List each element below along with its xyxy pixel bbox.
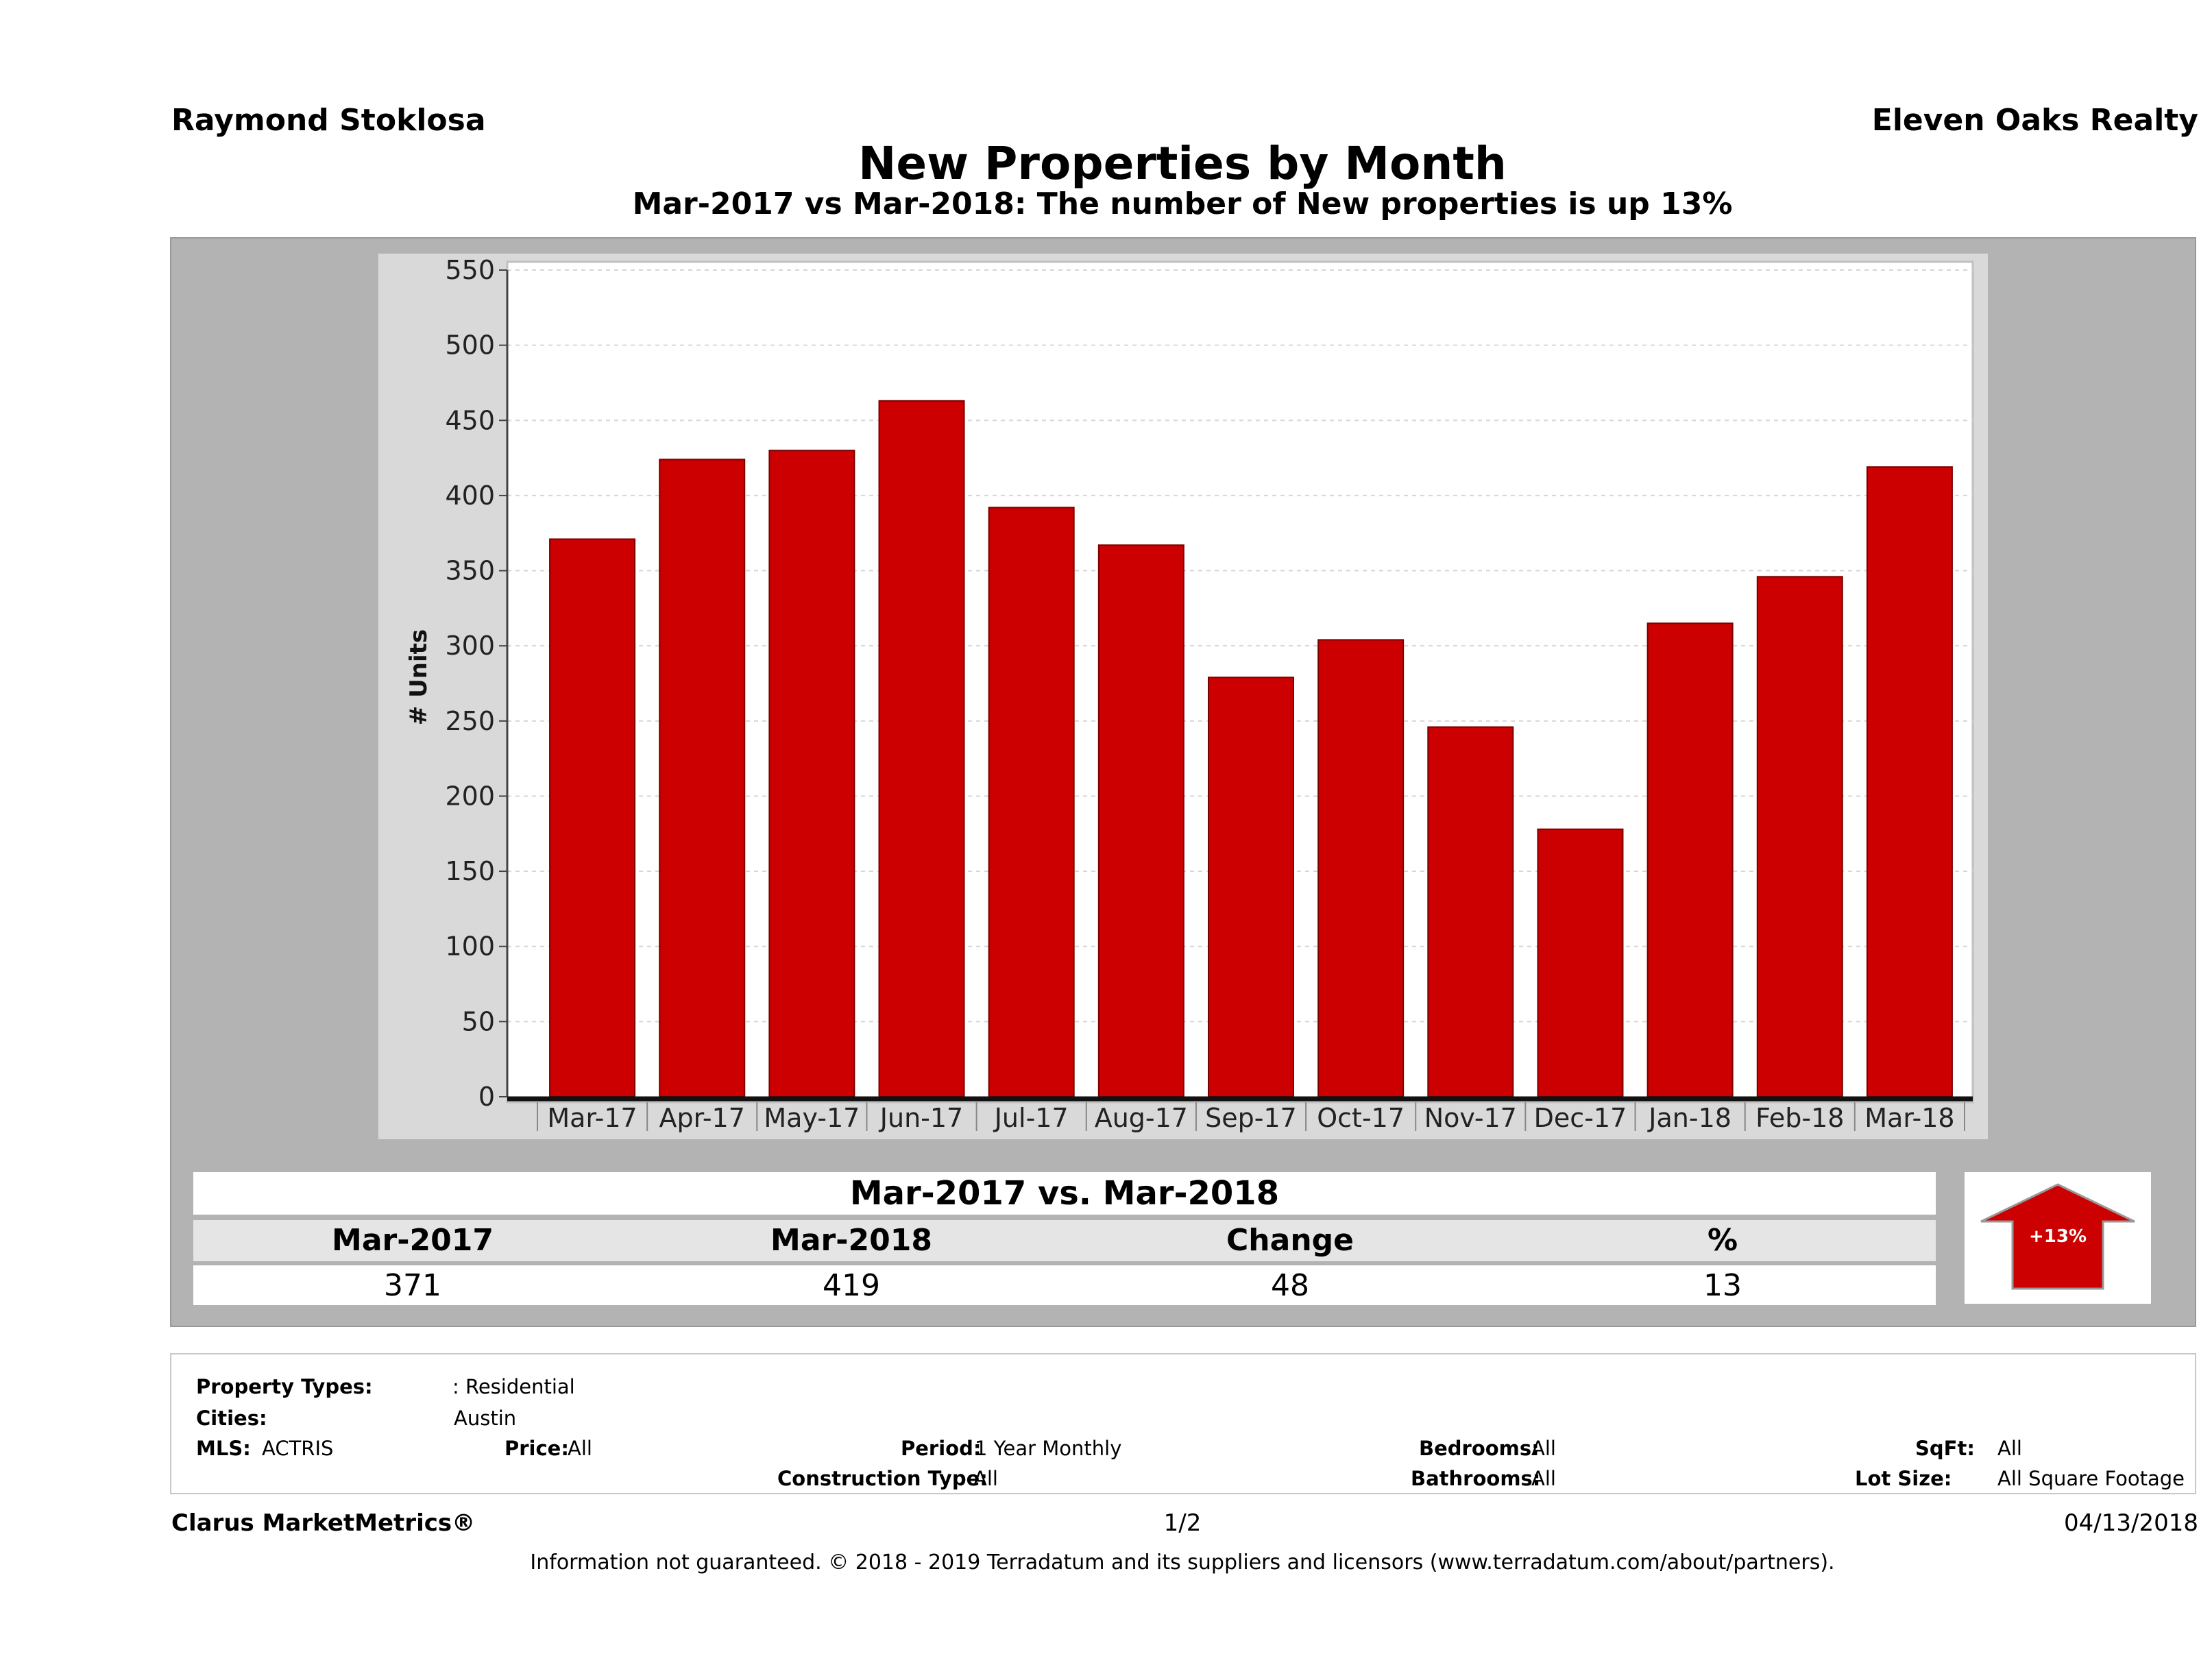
filter-price-label: Price: — [505, 1437, 569, 1460]
filter-property-types-label: Property Types: — [196, 1375, 373, 1398]
filter-period-label: Period: — [901, 1437, 982, 1460]
summary-value-percent: 13 — [1703, 1268, 1742, 1303]
x-tick-labels: Mar-17 Apr-17 May-17 Jun-17 Jul-17 Aug-17 Sep-… — [547, 1103, 1954, 1133]
filter-construction-value: All — [973, 1467, 998, 1490]
filter-sqft-label: SqFt: — [1915, 1437, 1975, 1460]
x-tick-label: Jan-18 — [1647, 1103, 1731, 1133]
filter-bedrooms-label: Bedrooms: — [1419, 1437, 1540, 1460]
page-title: New Properties by Month — [858, 137, 1507, 190]
filter-cities-value: Austin — [454, 1407, 517, 1430]
bar — [878, 400, 965, 1097]
filter-property-types-value: : Residential — [452, 1375, 575, 1398]
bar — [1756, 576, 1843, 1098]
y-tick-label: 400 — [445, 481, 495, 511]
filter-period-value: 1 Year Monthly — [975, 1437, 1122, 1460]
filter-lot-size-label: Lot Size: — [1855, 1467, 1952, 1490]
x-tick-label: Aug-17 — [1095, 1103, 1188, 1133]
y-axis-label: # Units — [405, 629, 433, 725]
summary-header-row: Mar-2017 Mar-2018 Change % — [193, 1220, 1936, 1261]
x-tick-label: Nov-17 — [1424, 1103, 1517, 1133]
summary-value-previous: 371 — [384, 1268, 441, 1303]
filter-cities-label: Cities: — [196, 1407, 267, 1430]
y-tick-label: 100 — [445, 932, 495, 962]
bar-chart: 0 50 100 150 200 250 300 350 400 450 500 550 Mar-17… — [378, 254, 1988, 1139]
x-tick-label: Jun-17 — [879, 1103, 963, 1133]
filter-lot-size-value: All Square Footage — [1997, 1467, 2185, 1490]
x-tick-label: Feb-18 — [1755, 1103, 1844, 1133]
summary-heading: Mar-2017 vs. Mar-2018 — [193, 1172, 1936, 1215]
bar — [768, 450, 855, 1097]
bar — [1427, 726, 1514, 1097]
page-subtitle: Mar-2017 vs Mar-2018: The number of New … — [632, 186, 1733, 221]
agent-name: Raymond Stoklosa — [171, 103, 486, 138]
change-badge-label: +13% — [2029, 1226, 2087, 1247]
summary-value-row: 371 419 48 13 — [193, 1265, 1936, 1305]
x-tick-label: Mar-17 — [547, 1103, 637, 1133]
footer-page-number: 1/2 — [1163, 1509, 1202, 1537]
filter-bedrooms-value: All — [1531, 1437, 1556, 1460]
summary-col-percent: % — [1707, 1223, 1738, 1258]
summary-value-current: 419 — [823, 1268, 880, 1303]
filter-bathrooms-label: Bathrooms: — [1411, 1467, 1541, 1490]
x-tick-label: Dec-17 — [1534, 1103, 1627, 1133]
summary-value-change: 48 — [1271, 1268, 1309, 1303]
x-tick-label: Apr-17 — [659, 1103, 745, 1133]
filter-price-value: All — [568, 1437, 592, 1460]
chart-panel: 0 50 100 150 200 250 300 350 400 450 500 550 Mar-17… — [170, 237, 2196, 1327]
report-filters: Property Types: : Residential Cities: Au… — [170, 1353, 2196, 1494]
brokerage-name: Eleven Oaks Realty — [1871, 103, 2198, 138]
filter-construction-label: Construction Type: — [777, 1467, 988, 1490]
change-badge: +13% — [1965, 1172, 2151, 1304]
bar — [988, 507, 1075, 1097]
filter-mls-label: MLS: — [196, 1437, 251, 1460]
bar — [1537, 828, 1624, 1097]
y-tick-label: 500 — [445, 330, 495, 361]
up-arrow-icon — [1980, 1183, 2135, 1290]
y-tick-labels: 0 50 100 150 200 250 300 350 400 450 500 550 — [445, 255, 495, 1112]
summary-col-current: Mar-2018 — [770, 1223, 932, 1258]
x-tick-label: Oct-17 — [1317, 1103, 1405, 1133]
x-tick-label: Sep-17 — [1205, 1103, 1297, 1133]
summary-col-previous: Mar-2017 — [332, 1223, 494, 1258]
bar — [1646, 622, 1734, 1097]
y-tick-label: 50 — [462, 1006, 495, 1036]
footer-date: 04/13/2018 — [2064, 1509, 2198, 1537]
footer-disclaimer: Information not guaranteed. © 2018 - 201… — [530, 1551, 1835, 1574]
bar — [1866, 466, 1953, 1098]
y-tick-label: 250 — [445, 706, 495, 736]
y-tick-label: 450 — [445, 405, 495, 435]
y-tick-label: 0 — [478, 1082, 495, 1112]
y-tick-label: 200 — [445, 781, 495, 811]
footer-brand: Clarus MarketMetrics® — [171, 1509, 476, 1537]
filter-bathrooms-value: All — [1531, 1467, 1556, 1490]
bars — [549, 400, 1953, 1098]
filter-mls-value: ACTRIS — [262, 1437, 334, 1460]
summary-col-change: Change — [1226, 1223, 1354, 1258]
axes — [499, 269, 1973, 1131]
x-tick-label: Mar-18 — [1864, 1103, 1954, 1133]
y-tick-label: 550 — [445, 255, 495, 285]
y-tick-label: 350 — [445, 556, 495, 586]
x-tick-label: Jul-17 — [993, 1103, 1069, 1133]
bar — [1317, 639, 1405, 1097]
bar — [659, 459, 746, 1097]
bar — [1097, 544, 1184, 1097]
y-tick-label: 150 — [445, 856, 495, 886]
y-tick-label: 300 — [445, 631, 495, 661]
filter-sqft-value: All — [1997, 1437, 2022, 1460]
bar — [1208, 677, 1294, 1097]
x-tick-label: May-17 — [764, 1103, 860, 1133]
bar — [549, 538, 636, 1097]
